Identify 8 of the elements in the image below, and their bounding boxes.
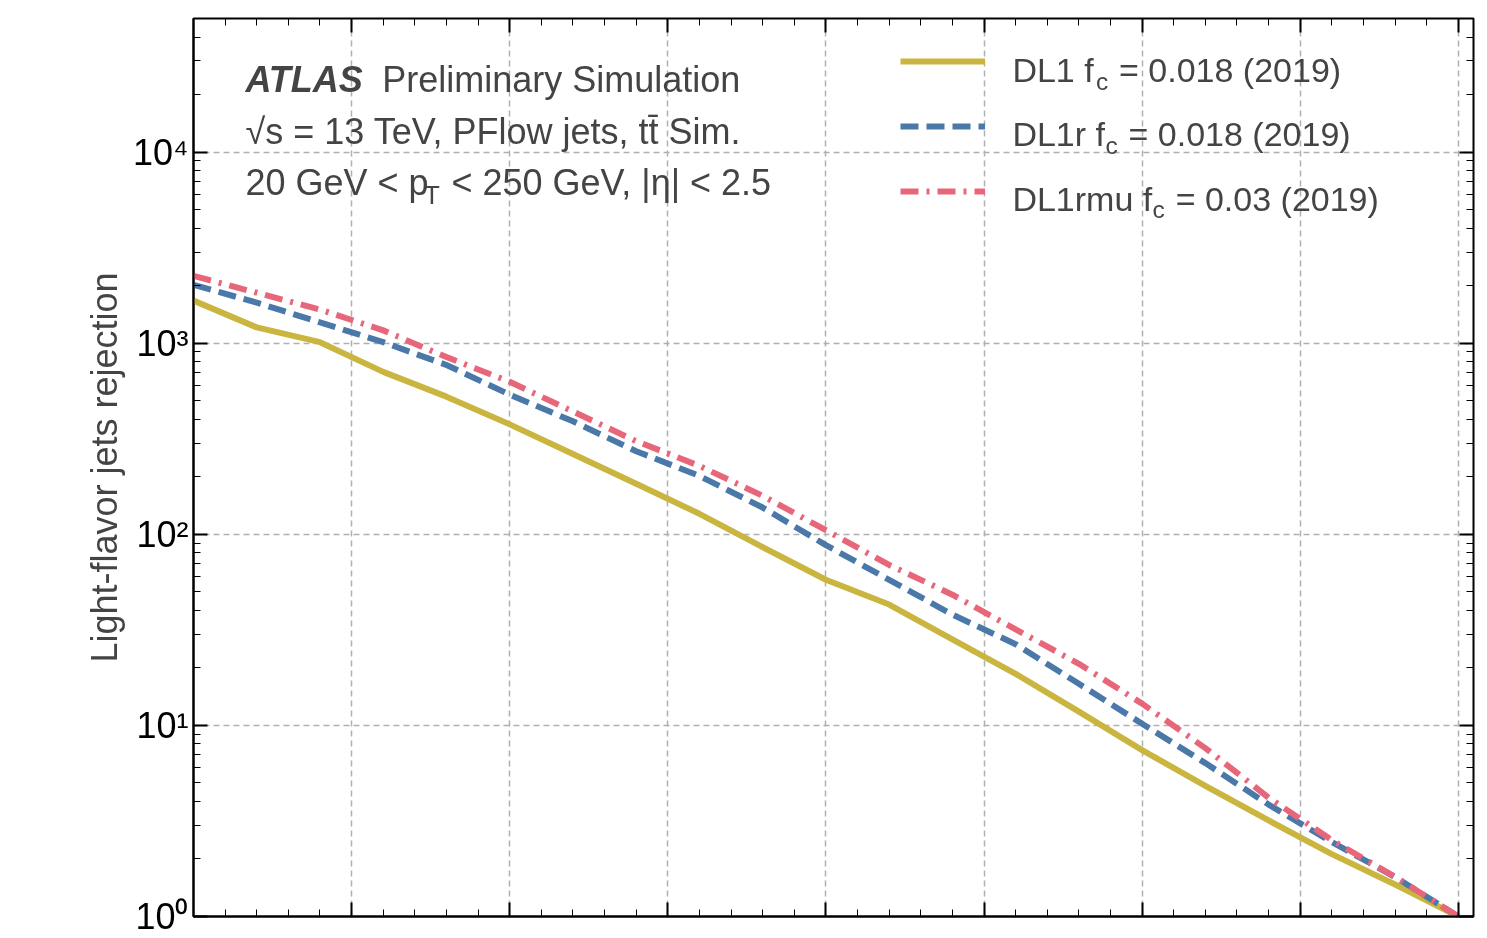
y-tick-label: 10¹ xyxy=(136,704,189,746)
y-tick-label: 10³ xyxy=(136,322,189,364)
annotation: ATLAS Preliminary Simulation xyxy=(244,59,741,101)
y-axis-title: Light-flavor jets rejection xyxy=(83,272,125,663)
y-tick-label: 10² xyxy=(136,513,189,555)
y-tick-label: 10⁰ xyxy=(135,896,189,937)
annotation: √s = 13 TeV, PFlow jets, tt̄ Sim. xyxy=(245,110,741,152)
y-tick-label: 10⁴ xyxy=(132,131,189,173)
